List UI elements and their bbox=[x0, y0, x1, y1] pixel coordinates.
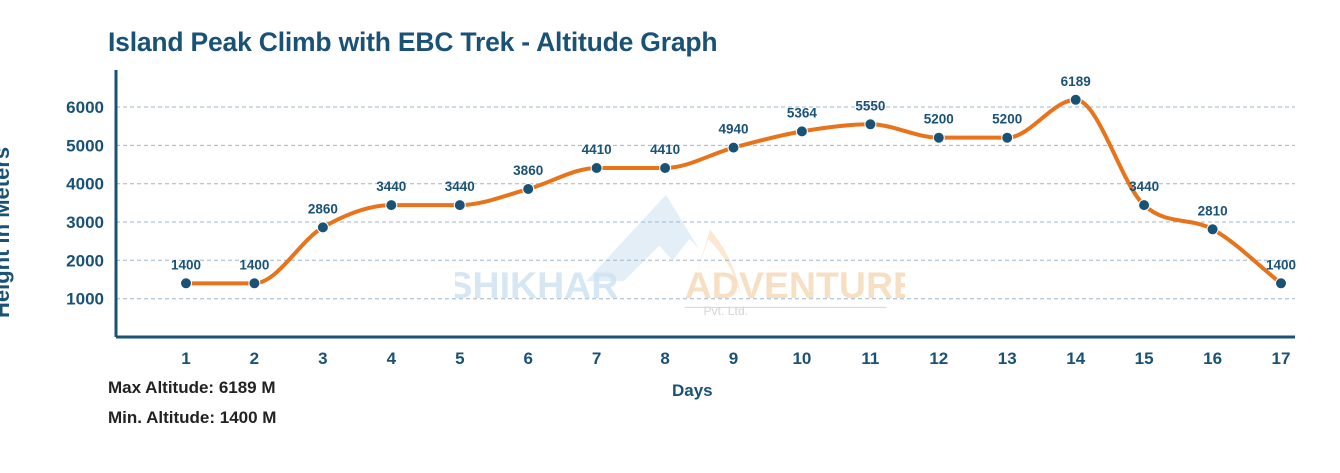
svg-text:3860: 3860 bbox=[513, 163, 543, 178]
svg-text:1000: 1000 bbox=[66, 290, 104, 309]
svg-text:3: 3 bbox=[318, 349, 327, 368]
svg-text:1: 1 bbox=[181, 349, 190, 368]
svg-text:14: 14 bbox=[1066, 349, 1085, 368]
svg-text:4: 4 bbox=[387, 349, 397, 368]
svg-text:4410: 4410 bbox=[582, 142, 612, 157]
svg-text:4000: 4000 bbox=[66, 175, 104, 194]
svg-text:5000: 5000 bbox=[66, 136, 104, 155]
svg-text:2860: 2860 bbox=[308, 201, 338, 216]
svg-text:17: 17 bbox=[1272, 349, 1291, 368]
svg-text:4940: 4940 bbox=[718, 122, 748, 137]
svg-text:12: 12 bbox=[929, 349, 948, 368]
svg-text:5200: 5200 bbox=[924, 112, 954, 127]
svg-text:5: 5 bbox=[455, 349, 464, 368]
svg-text:8: 8 bbox=[660, 349, 669, 368]
svg-text:6: 6 bbox=[523, 349, 532, 368]
svg-text:3000: 3000 bbox=[66, 213, 104, 232]
svg-text:2810: 2810 bbox=[1198, 203, 1228, 218]
svg-text:4410: 4410 bbox=[650, 142, 680, 157]
svg-text:16: 16 bbox=[1203, 349, 1222, 368]
svg-text:2: 2 bbox=[250, 349, 259, 368]
svg-text:1400: 1400 bbox=[171, 257, 201, 272]
svg-text:5364: 5364 bbox=[787, 105, 818, 120]
svg-text:13: 13 bbox=[998, 349, 1017, 368]
svg-text:10: 10 bbox=[792, 349, 811, 368]
svg-text:5550: 5550 bbox=[855, 98, 885, 113]
svg-text:6189: 6189 bbox=[1061, 74, 1091, 89]
svg-text:5200: 5200 bbox=[992, 112, 1022, 127]
svg-text:2000: 2000 bbox=[66, 251, 104, 270]
svg-text:15: 15 bbox=[1135, 349, 1154, 368]
svg-text:7: 7 bbox=[592, 349, 601, 368]
svg-text:3440: 3440 bbox=[445, 179, 475, 194]
svg-text:1400: 1400 bbox=[239, 257, 269, 272]
svg-text:3440: 3440 bbox=[376, 179, 406, 194]
svg-text:9: 9 bbox=[729, 349, 738, 368]
svg-text:6000: 6000 bbox=[66, 98, 104, 117]
svg-text:1400: 1400 bbox=[1266, 257, 1296, 272]
svg-text:3440: 3440 bbox=[1129, 179, 1159, 194]
svg-text:11: 11 bbox=[861, 349, 879, 368]
